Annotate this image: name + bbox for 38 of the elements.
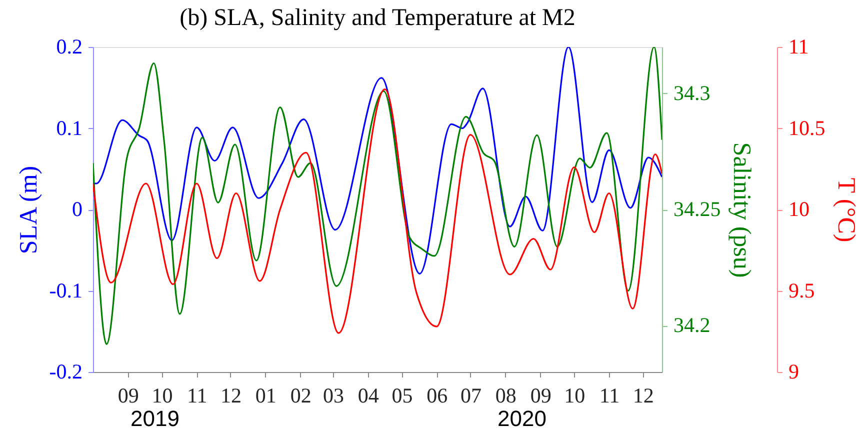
y3-tick-label: 10	[788, 197, 810, 221]
x-tick-label: 01	[255, 384, 276, 408]
x-tick-label: 08	[495, 384, 516, 408]
x-tick-label: 04	[358, 384, 380, 408]
text: 2020	[498, 406, 546, 431]
x-tick-label: 02	[290, 384, 312, 408]
line-series	[93, 47, 662, 274]
line-series	[93, 88, 662, 334]
x-tick-label: 10	[564, 384, 586, 408]
y2-tick-label: 34.25	[674, 197, 721, 221]
y2-tick-label: 34.2	[674, 313, 710, 338]
x-tick-label: 10	[152, 384, 173, 408]
y3-tick-label: 11	[788, 34, 809, 58]
chart-title: (b) SLA, Salinity and Temperature at M2	[180, 5, 576, 31]
y3-tick-label: 10.5	[788, 116, 826, 140]
y-tick-label: -0.2	[49, 360, 82, 384]
x-tick-label: 06	[426, 384, 448, 408]
x-tick-label: 03	[322, 384, 344, 408]
y3-tick-label: 9.5	[788, 278, 815, 302]
y-tick-label: -0.1	[49, 278, 82, 302]
text: 2019	[130, 406, 180, 431]
x-tick-label: 07	[460, 384, 482, 408]
x-tick-label: 09	[530, 384, 552, 408]
y-tick-label: 0.2	[56, 34, 82, 58]
x-tick-label: 05	[392, 384, 413, 408]
x-tick-label: 12	[632, 384, 654, 408]
y2-axis-title: Salinity (psu)	[728, 142, 755, 278]
y-tick-label: 0	[72, 197, 82, 221]
x-tick-label: 12	[220, 384, 242, 408]
y-tick-label: 0.1	[56, 116, 82, 140]
x-tick-label: 11	[187, 384, 208, 408]
y3-axis-title: T (°C)	[832, 178, 860, 242]
x-tick-label: 09	[118, 384, 139, 408]
line-series	[93, 47, 662, 345]
y-axis-title: SLA (m)	[15, 166, 42, 254]
y3-tick-label: 9	[788, 360, 799, 384]
y2-tick-label: 34.3	[674, 80, 710, 105]
x-tick-label: 11	[599, 384, 620, 408]
